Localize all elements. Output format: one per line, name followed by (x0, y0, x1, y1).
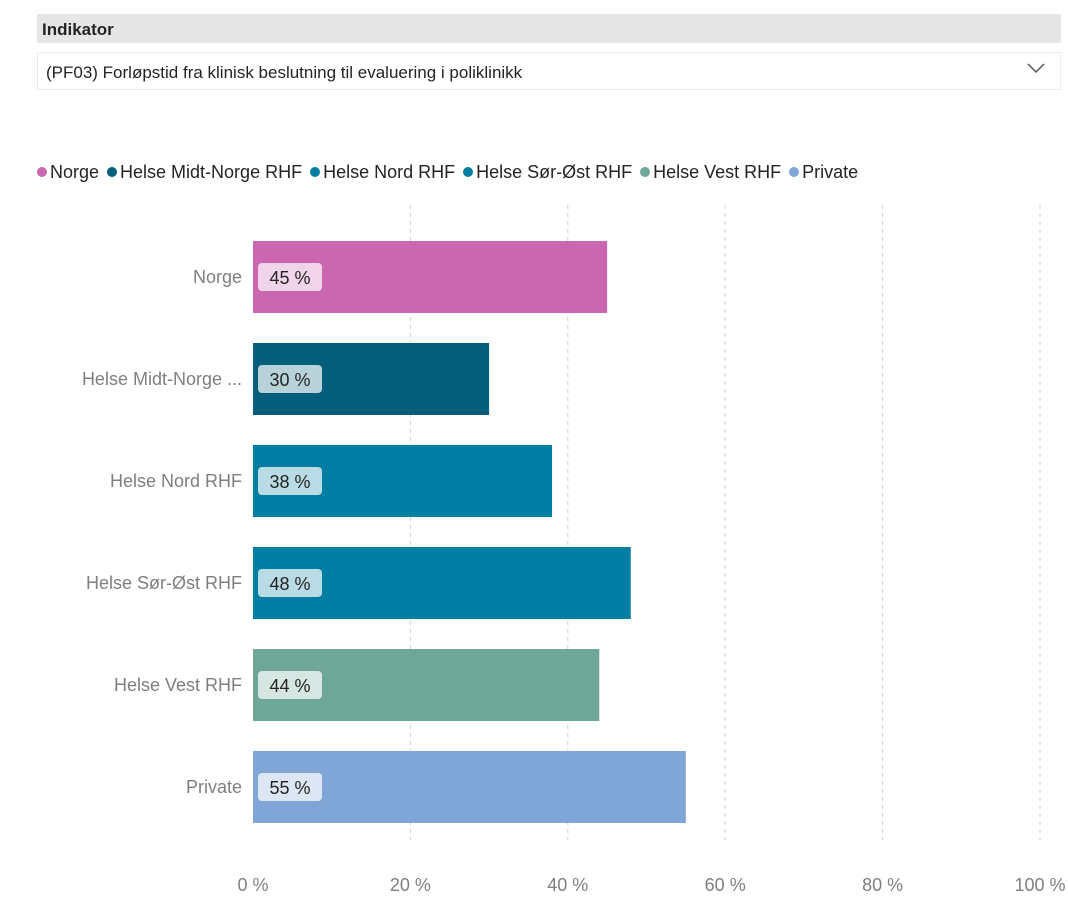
x-tick-label: 100 % (1014, 875, 1065, 895)
data-label-background (258, 467, 322, 495)
data-label: 45 % (269, 268, 310, 288)
legend-item[interactable]: Helse Vest RHF (640, 162, 781, 183)
category-label: Private (186, 777, 242, 797)
legend-label: Helse Vest RHF (653, 161, 782, 182)
legend-item[interactable]: Helse Nord RHF (310, 162, 455, 183)
category-label: Norge (193, 267, 242, 287)
data-label-background (258, 365, 322, 393)
data-label-background (258, 569, 322, 597)
chevron-down-icon[interactable] (1026, 61, 1046, 75)
data-label: 44 % (269, 676, 310, 696)
legend-dot (789, 167, 800, 177)
category-label: Helse Midt-Norge ... (82, 369, 242, 389)
legend-dot (640, 167, 651, 177)
category-label: Helse Vest RHF (114, 675, 242, 695)
category-label: Helse Sør-Øst RHF (86, 573, 242, 593)
legend-label: Helse Nord RHF (323, 161, 456, 182)
data-label: 55 % (269, 778, 310, 798)
x-tick-label: 40 % (547, 875, 588, 895)
chart-legend: Norge Helse Midt-Norge RHF Helse Nord RHF H… (37, 160, 866, 184)
slicer-title: Indikator (42, 20, 114, 39)
dropdown-selected-value: (PF03) Forløpstid fra klinisk beslutning… (46, 63, 523, 82)
data-label-background (258, 671, 322, 699)
legend-dot (37, 167, 47, 177)
legend-label: Norge (50, 161, 100, 182)
x-tick-label: 20 % (390, 875, 431, 895)
legend-label: Helse Midt-Norge RHF (120, 161, 303, 182)
legend-item[interactable]: Helse Sør-Øst RHF (463, 162, 632, 183)
legend-dot (310, 167, 321, 177)
legend-dot (463, 167, 474, 177)
indicator-dropdown[interactable]: (PF03) Forløpstid fra klinisk beslutning… (37, 52, 1061, 90)
data-label-background (258, 263, 322, 291)
legend-item[interactable]: Private (789, 162, 858, 183)
bar[interactable] (253, 751, 686, 823)
x-tick-label: 0 % (237, 875, 268, 895)
data-label: 48 % (269, 574, 310, 594)
legend-label: Helse Sør-Øst RHF (476, 161, 633, 182)
legend-dot (107, 167, 118, 177)
x-tick-label: 80 % (862, 875, 903, 895)
data-label: 38 % (269, 472, 310, 492)
data-label-background (258, 773, 322, 801)
legend-label: Private (802, 161, 859, 182)
legend-item[interactable]: Helse Midt-Norge RHF (107, 162, 302, 183)
category-label: Helse Nord RHF (110, 471, 242, 491)
x-tick-label: 60 % (705, 875, 746, 895)
data-label: 30 % (269, 370, 310, 390)
legend-item[interactable]: Norge (37, 162, 99, 183)
slicer-header: Indikator (37, 14, 1061, 43)
